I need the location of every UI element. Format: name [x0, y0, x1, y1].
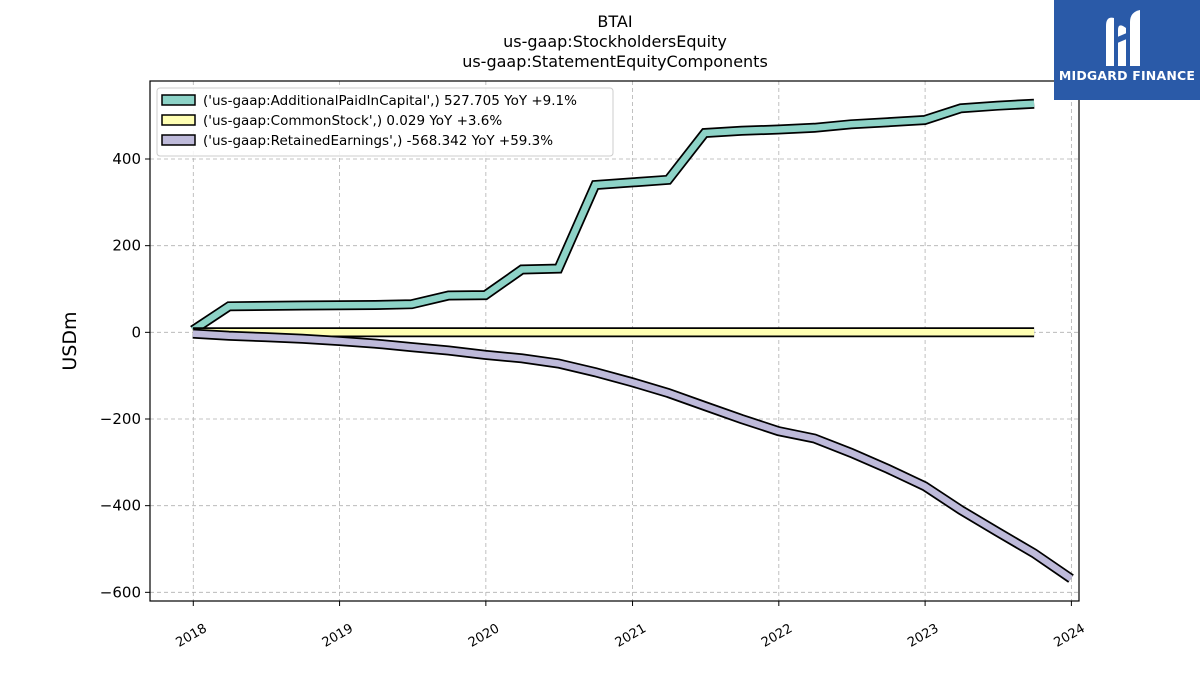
y-tick-label: 0: [131, 323, 141, 341]
series-line: [192, 328, 1074, 583]
y-axis: −600 −400 −200 0 200 400: [100, 150, 150, 601]
y-tick-label: 200: [112, 237, 141, 255]
title-line: BTAI: [597, 12, 632, 31]
legend-swatch: [161, 134, 196, 146]
legend-swatch: [161, 94, 196, 106]
legend-entry: ('us-gaap:RetainedEarnings',) -568.342 Y…: [203, 133, 553, 149]
x-tick-label: 2021: [613, 621, 649, 651]
midgard-logo-icon: [1106, 10, 1140, 66]
series-line-fill: [192, 330, 1073, 582]
y-tick-label: 400: [112, 150, 141, 168]
y-tick-label: −400: [100, 497, 141, 515]
series-lines: [190, 98, 1074, 583]
legend-entry: ('us-gaap:CommonStock',) 0.029 YoY +3.6%: [203, 113, 502, 129]
x-tick-label: 2018: [173, 621, 209, 651]
x-tick-label: 2024: [1052, 621, 1088, 651]
x-tick-label: 2023: [905, 621, 941, 651]
logo-text: MIDGARD FINANCE: [1058, 68, 1196, 83]
title-line: us-gaap:StockholdersEquity: [503, 32, 727, 51]
series-line-fill: [191, 100, 1035, 333]
series-line-outline: [192, 328, 1074, 583]
x-tick-label: 2020: [466, 621, 502, 651]
legend-box: [156, 87, 614, 157]
y-tick-label: −600: [100, 583, 141, 601]
plot-frame: [149, 80, 1080, 602]
x-tick-label: 2019: [320, 621, 356, 651]
legend: ('us-gaap:AdditionalPaidInCapital',) 527…: [156, 87, 614, 157]
logo: MIDGARD FINANCE: [1054, 0, 1200, 100]
x-tick-label: 2022: [759, 621, 795, 651]
series-line: [190, 98, 1035, 335]
y-axis-label: USDm: [59, 311, 81, 370]
y-tick-label: −200: [100, 410, 141, 428]
legend-swatch: [161, 114, 196, 126]
chart-title: BTAIus-gaap:StockholdersEquityus-gaap:St…: [462, 12, 768, 71]
title-line: us-gaap:StatementEquityComponents: [462, 52, 768, 71]
legend-entry: ('us-gaap:AdditionalPaidInCapital',) 527…: [203, 93, 577, 109]
x-axis: 2018 2019 2020 2021 2022 2023 2024: [173, 601, 1088, 651]
